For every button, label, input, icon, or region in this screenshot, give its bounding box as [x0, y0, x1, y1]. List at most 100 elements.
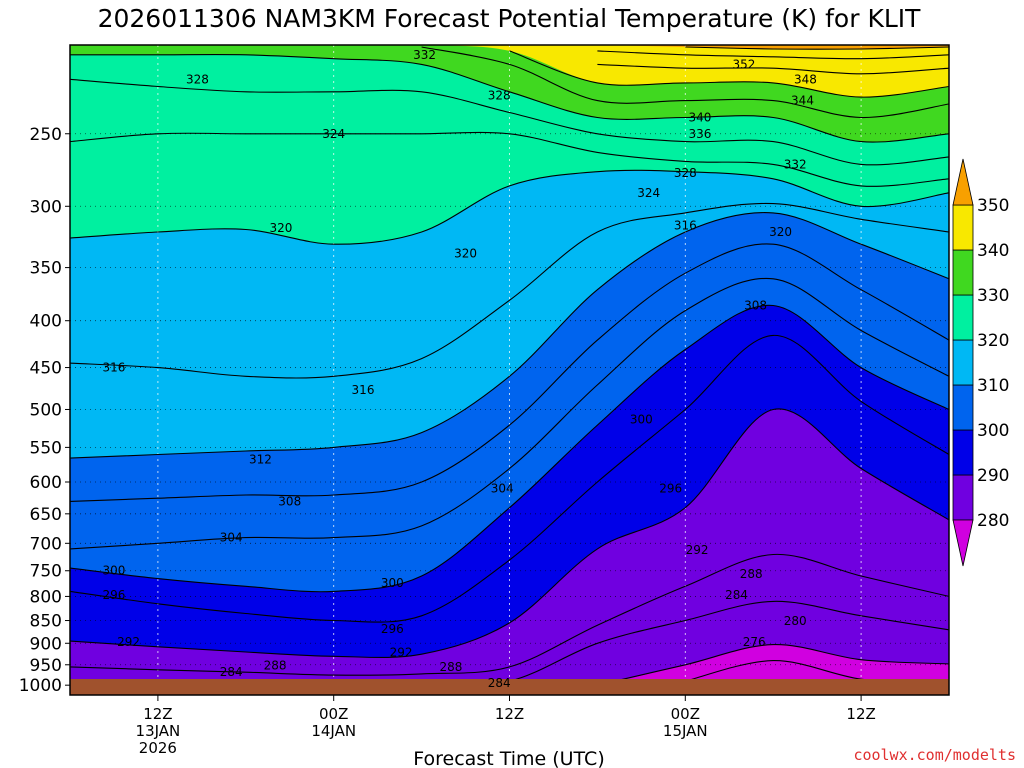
colorbar-segment: [952, 294, 974, 341]
chart-title: 2026011306 NAM3KM Forecast Potential Tem…: [98, 4, 922, 33]
credit-link[interactable]: coolwx.com/modelts: [853, 746, 1016, 764]
y-tick-label: 400: [30, 312, 62, 332]
contour-label: 324: [637, 186, 660, 200]
contour-label: 296: [102, 588, 125, 602]
x-tick-label: 14JAN: [311, 722, 356, 740]
contour-label: 296: [381, 622, 404, 636]
x-tick-label: 00Z: [671, 705, 700, 723]
y-tick-label: 300: [30, 197, 62, 217]
colorbar-segment: [952, 204, 974, 251]
contour-label: 328: [186, 72, 209, 86]
colorbar-label: 340: [977, 241, 1009, 261]
contour-label: 320: [769, 225, 792, 239]
isentrope-328: [70, 78, 949, 166]
contour-label: 300: [102, 564, 125, 578]
contour-label: 336: [688, 127, 711, 141]
colorbar-segment: [952, 249, 974, 296]
contour-label: 328: [488, 88, 511, 102]
contour-label: 320: [270, 221, 293, 235]
x-tick-label: 00Z: [319, 705, 348, 723]
isentrope-352: [685, 46, 949, 50]
contour-label: 284: [220, 665, 243, 679]
colorbar-segment: [952, 474, 974, 521]
contour-label: 304: [220, 531, 243, 545]
y-tick-label: 500: [30, 400, 62, 420]
y-tick-label: 450: [30, 359, 62, 379]
plot-area: [70, 45, 949, 695]
y-tick-label: 350: [30, 259, 62, 279]
isentrope-304: [70, 277, 949, 550]
colorbar-label: 280: [977, 511, 1009, 531]
isentrope-312: [70, 212, 949, 459]
isentrope-320: [70, 169, 949, 245]
contour-label: 300: [630, 413, 653, 427]
contour-label: 292: [686, 543, 709, 557]
contour-label: 304: [491, 482, 514, 496]
contour-label: 292: [390, 645, 413, 659]
y-tick-label: 700: [30, 534, 62, 554]
contour-label: 316: [352, 383, 375, 397]
colorbar-segment: [952, 384, 974, 431]
isentrope-300: [70, 304, 949, 593]
isentrope-288: [70, 553, 949, 676]
y-tick-label: 800: [30, 587, 62, 607]
ground-surface: [70, 679, 949, 695]
contour-label: 324: [322, 127, 345, 141]
contour-label: 332: [413, 48, 436, 62]
contour-label: 308: [278, 494, 301, 508]
contour-label: 312: [249, 452, 272, 466]
contour-label: 320: [454, 247, 477, 261]
colorbar: 280 290 300 310 320 330 340 350: [952, 158, 1009, 567]
y-tick-label: 900: [30, 634, 62, 654]
isentrope-344: [597, 63, 949, 75]
y-tick-label: 1000: [19, 676, 62, 696]
x-tick-label: 12Z: [143, 705, 172, 723]
colorbar-label: 330: [977, 286, 1009, 306]
contour-label: 340: [688, 111, 711, 125]
isentrope-308: [70, 243, 949, 502]
x-axis-label: Forecast Time (UTC): [413, 748, 604, 768]
grid-lines: [70, 45, 949, 695]
y-tick-label: 950: [30, 656, 62, 676]
contour-label: 300: [381, 576, 404, 590]
x-tick-label: 2026: [139, 739, 177, 757]
colorbar-top-arrow: [952, 158, 974, 206]
contour-label: 316: [674, 219, 697, 233]
colorbar-bottom-arrow: [952, 519, 974, 567]
contour-label: 328: [674, 166, 697, 180]
contour-label: 308: [744, 299, 767, 313]
contour-label: 288: [439, 660, 462, 674]
colorbar-label: 350: [977, 196, 1009, 216]
contour-label: 292: [117, 635, 140, 649]
isentrope-348: [597, 50, 949, 60]
y-tick-label: 250: [30, 125, 62, 145]
x-tick-label: 15JAN: [663, 722, 708, 740]
contour-label: 332: [784, 157, 807, 171]
contour-labels: 328 332 328 324 352 348 344 340 336 332 328 324 316 3…: [102, 48, 816, 690]
y-tick-label: 650: [30, 505, 62, 525]
colorbar-label: 310: [977, 376, 1009, 396]
contour-label: 348: [794, 72, 817, 86]
y-tick-label: 550: [30, 438, 62, 458]
colorbar-label: 300: [977, 421, 1009, 441]
y-axis-ticks: 2503003504004505005506006507007508008509…: [19, 125, 70, 696]
isentrope-336: [421, 46, 949, 119]
isentrope-332: [70, 53, 949, 143]
isentrope-316: [70, 202, 949, 379]
colorbar-label: 320: [977, 331, 1009, 351]
band-fill-352: [70, 45, 949, 50]
contour-label: 296: [659, 482, 682, 496]
contour-label: 280: [784, 614, 807, 628]
contour-label: 344: [791, 94, 814, 108]
isentrope-292: [70, 408, 949, 659]
colorbar-label: 290: [977, 466, 1009, 486]
isentrope-324: [70, 131, 949, 187]
contour-label: 276: [743, 635, 766, 649]
contour-label: 352: [732, 57, 755, 71]
colorbar-segment: [952, 429, 974, 476]
x-tick-label: 13JAN: [136, 722, 181, 740]
contour-label: 288: [264, 659, 287, 673]
x-tick-label: 12Z: [846, 705, 875, 723]
